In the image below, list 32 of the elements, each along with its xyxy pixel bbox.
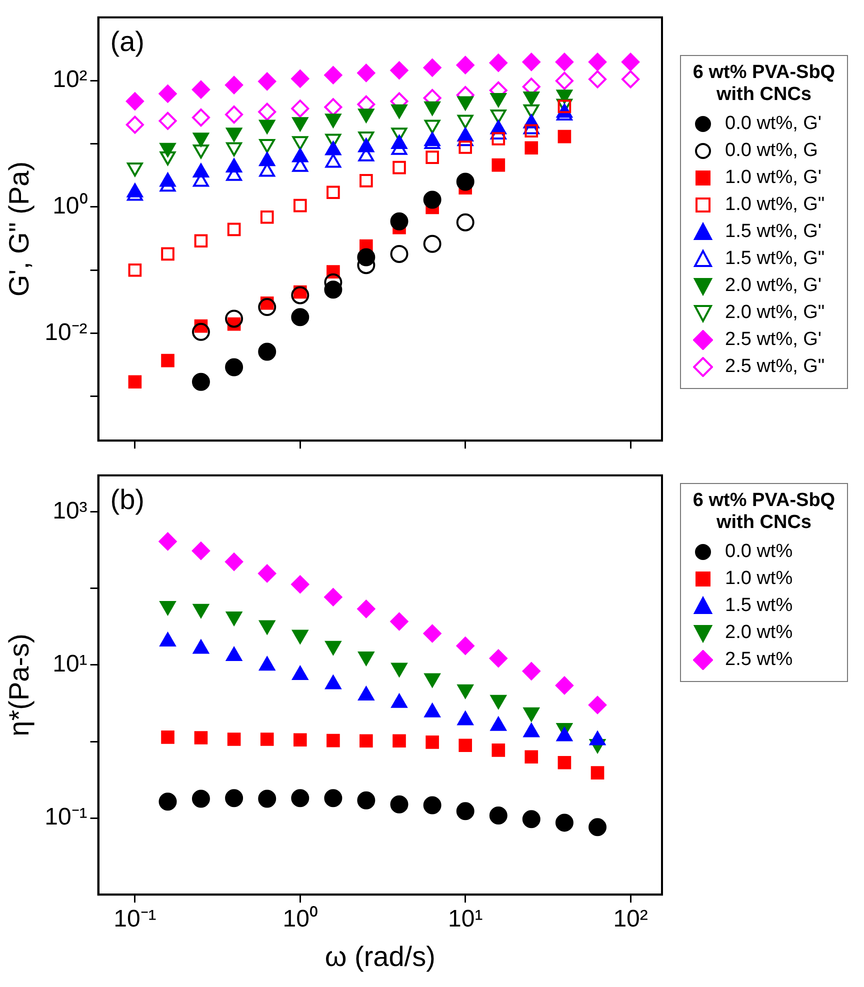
legend-label: 1.0 wt%, G' [725,166,822,188]
annotation: (a) [110,26,145,58]
legend-label: 1.5 wt%, G' [725,220,822,242]
x-tick-label: 10⁰ [282,906,318,933]
y-tick-label: 10⁻² [44,318,88,346]
legend-label: 0.0 wt% [725,540,793,562]
y-tick-label: 10² [52,66,88,94]
x-axis-title: ω (rad/s) [324,940,436,972]
legend-label: 1.0 wt% [725,568,793,590]
y-axis-title: G', G" (Pa) [4,161,35,297]
y-tick-label: 10¹ [52,650,88,678]
legend-label: 1.5 wt% [725,594,793,616]
x-tick-label: 10² [613,906,648,933]
legend-title: 6 wt% PVA-SbQ with CNCs [692,62,836,106]
legend-label: 2.0 wt% [725,622,793,644]
legend-label: 1.5 wt%, G" [725,248,825,270]
legend-label: 2.0 wt%, G' [725,274,822,296]
legend-label: 1.0 wt%, G" [725,194,825,216]
y-tick-label: 10⁰ [52,192,88,220]
annotation: (b) [110,484,145,516]
legend-label: 0.0 wt%, G' [725,112,822,134]
y-axis-title: η*(Pa-s) [4,634,35,736]
legend-label: 0.0 wt%, G [725,140,818,162]
legend-title: 6 wt% PVA-SbQ with CNCs [692,490,836,534]
y-tick-label: 10⁻¹ [44,804,88,831]
legend-label: 2.0 wt%, G" [725,302,825,324]
x-tick-label: 10¹ [448,906,483,933]
x-tick-label: 10⁻¹ [114,906,156,933]
legend-label: 2.5 wt% [725,648,793,670]
legend-label: 2.5 wt%, G' [725,328,822,350]
legend-label: 2.5 wt%, G" [725,356,825,378]
y-tick-label: 10³ [52,498,88,525]
